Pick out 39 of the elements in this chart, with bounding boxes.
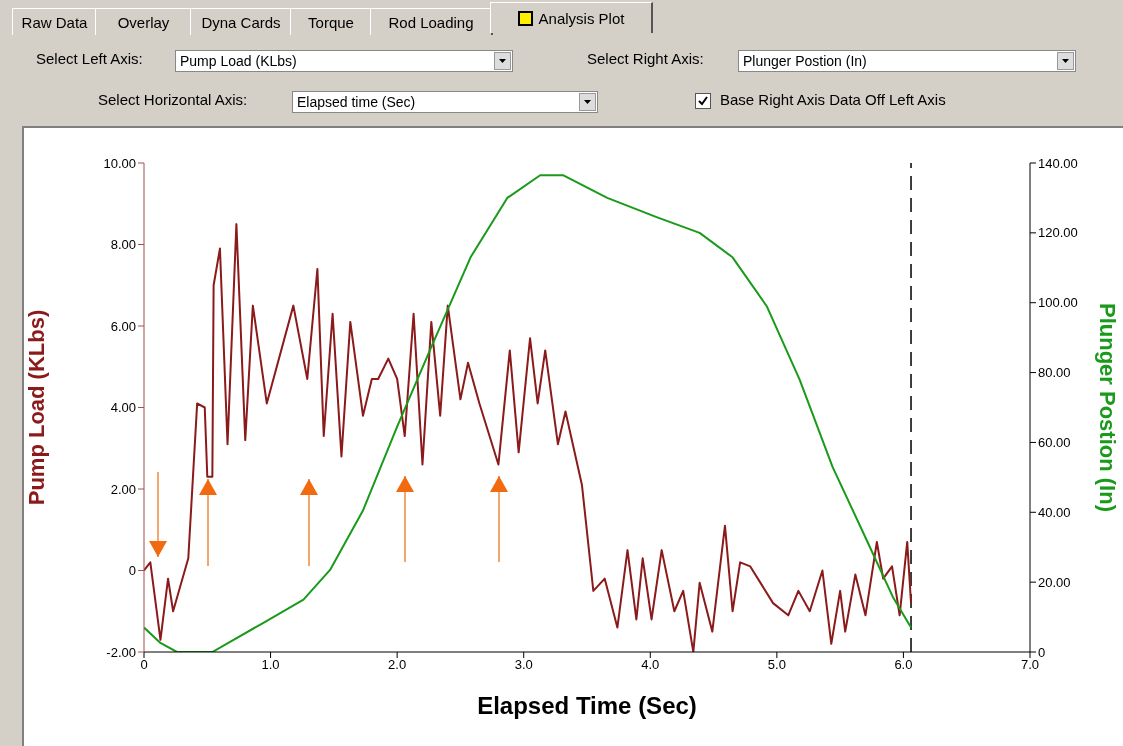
x-tick-label: 0 xyxy=(140,657,148,673)
y2-axis-title: Plunger Postion (In) xyxy=(1095,303,1121,512)
text: Select Horizontal Axis: xyxy=(98,91,248,108)
y-tick-label: 10.00 xyxy=(103,155,136,171)
text: Raw Data xyxy=(12,8,98,35)
y2-tick-label: 120.00 xyxy=(1038,225,1078,241)
text: Plunger Postion (In) xyxy=(738,50,1076,72)
text: Select Left Axis: xyxy=(36,50,143,67)
text: Base Right Axis Data Off Left Axis xyxy=(720,91,946,108)
y2-tick-label: 100.00 xyxy=(1038,295,1078,311)
y-tick-label: 8.00 xyxy=(110,237,136,253)
x-tick-label: 2.0 xyxy=(388,657,407,673)
text: Elapsed time (Sec) xyxy=(292,91,598,113)
text: Rod Loading xyxy=(370,8,493,35)
x-tick-label: 7.0 xyxy=(1020,657,1040,673)
y2-tick-label: 40.00 xyxy=(1038,504,1071,520)
y2-tick-label: 80.00 xyxy=(1038,365,1071,381)
text: Torque xyxy=(290,8,373,35)
text: Overlay xyxy=(95,8,193,35)
text: Pump Load (KLbs) xyxy=(175,50,513,72)
text: Select Right Axis: xyxy=(587,50,704,67)
y-tick-label: 2.00 xyxy=(110,481,136,497)
y-axis-title: Pump Load (KLbs) xyxy=(23,309,49,506)
x-tick-label: 3.0 xyxy=(514,657,533,673)
text: Dyna Cards xyxy=(190,8,293,35)
y-tick-label: 6.00 xyxy=(110,318,136,334)
x-tick-label: 4.0 xyxy=(641,657,660,673)
y-tick-label: 4.00 xyxy=(110,400,136,416)
x-tick-label: 5.0 xyxy=(767,657,786,673)
y2-tick-label: 20.00 xyxy=(1038,574,1071,590)
y2-tick-label: 0 xyxy=(1038,644,1046,660)
text: Analysis Plot xyxy=(490,2,653,33)
y2-tick-label: 60.00 xyxy=(1038,435,1071,451)
y2-tick-label: 140.00 xyxy=(1038,155,1078,171)
x-tick-label: 6.0 xyxy=(894,657,913,673)
y-tick-label: 0 xyxy=(128,563,136,579)
x-tick-label: 1.0 xyxy=(261,657,280,673)
x-axis-title: Elapsed Time (Sec) xyxy=(477,692,697,719)
y-tick-label: -2.00 xyxy=(106,644,136,660)
